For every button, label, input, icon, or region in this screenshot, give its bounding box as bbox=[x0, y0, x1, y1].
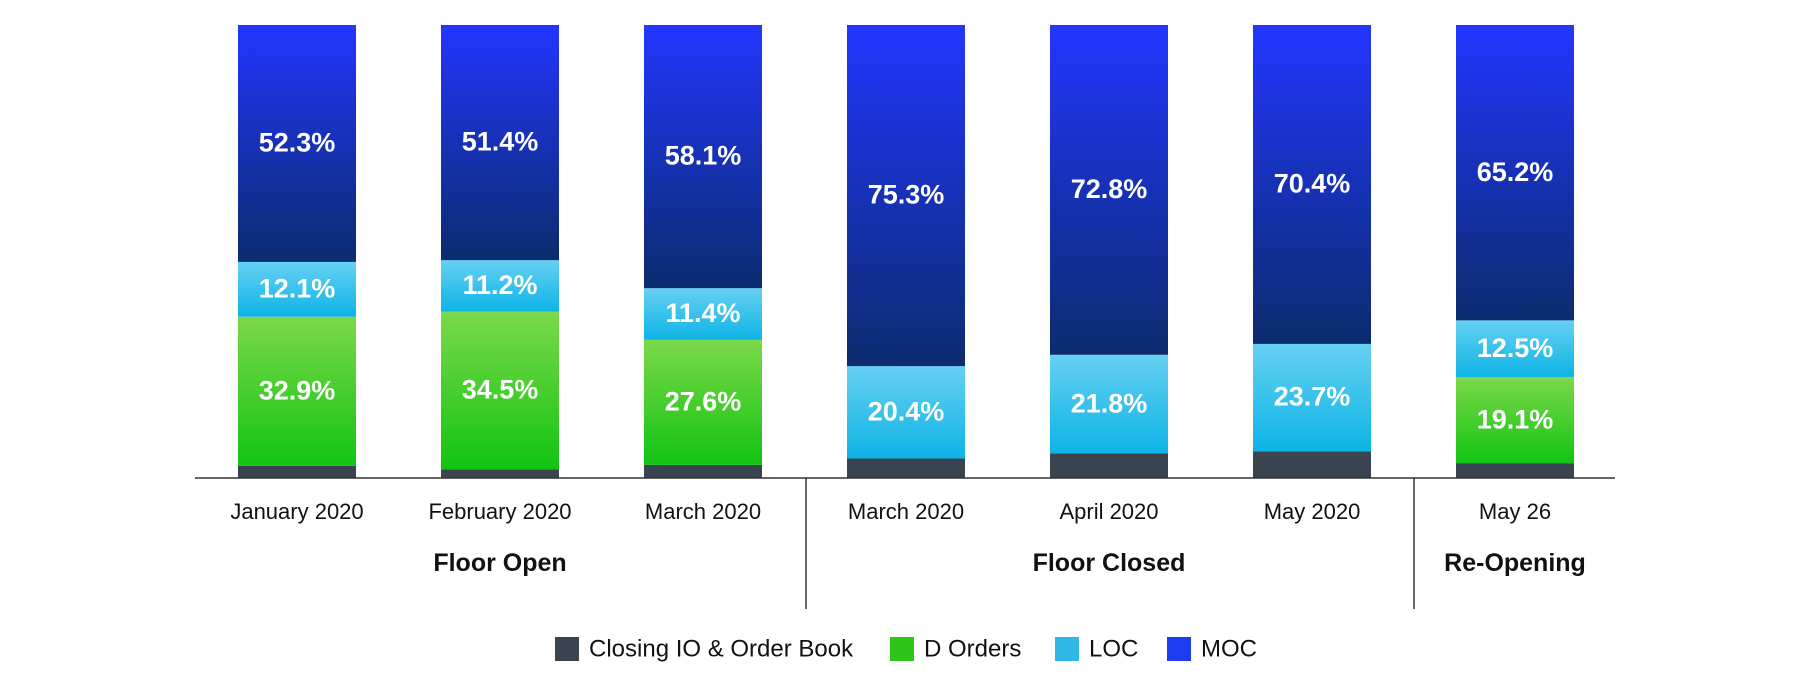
legend-label-loc: LOC bbox=[1089, 635, 1138, 662]
bar-segment-closing-io-order-book-6 bbox=[1253, 451, 1371, 478]
legend-swatch-closing-io-order-book bbox=[555, 637, 579, 661]
bar-segment-loc-3 bbox=[644, 288, 762, 340]
bar-segment-closing-io-order-book-3 bbox=[644, 464, 762, 478]
data-label-loc-2: 11.2% bbox=[462, 270, 537, 300]
data-label-d-orders-1: 32.9% bbox=[259, 375, 336, 405]
category-label-7: May 26 bbox=[1479, 499, 1551, 524]
data-label-moc-4: 75.3% bbox=[868, 180, 945, 210]
axis-layer: January 2020 February 2020 March 2020 March… bbox=[195, 477, 1615, 609]
data-label-d-orders-3: 27.6% bbox=[665, 386, 742, 416]
bar-segment-d-orders-7 bbox=[1456, 376, 1574, 464]
data-label-loc-5: 21.8% bbox=[1071, 388, 1148, 418]
legend: Closing IO & Order Book D Orders LOC MOC bbox=[555, 635, 1257, 662]
bar-segment-moc-3 bbox=[644, 25, 762, 289]
bar-segment-d-orders-3 bbox=[644, 339, 762, 465]
group-label-floor-open: Floor Open bbox=[433, 549, 566, 577]
legend-label-moc: MOC bbox=[1201, 635, 1257, 662]
bar-segment-moc-5 bbox=[1050, 25, 1168, 355]
bar-segment-d-orders-1 bbox=[238, 316, 356, 466]
data-label-moc-3: 58.1% bbox=[665, 141, 742, 171]
bar-segment-moc-6 bbox=[1253, 25, 1371, 344]
category-label-4: March 2020 bbox=[848, 499, 964, 524]
bar-segment-loc-5 bbox=[1050, 354, 1168, 454]
data-label-moc-6: 70.4% bbox=[1274, 169, 1351, 199]
data-label-moc-5: 72.8% bbox=[1071, 174, 1148, 204]
legend-swatch-moc bbox=[1167, 637, 1191, 661]
bar-segment-loc-4 bbox=[847, 366, 965, 459]
bar-segment-loc-1 bbox=[238, 261, 356, 317]
bar-segment-closing-io-order-book-4 bbox=[847, 458, 965, 478]
data-label-loc-4: 20.4% bbox=[868, 396, 945, 426]
bar-segment-closing-io-order-book-5 bbox=[1050, 453, 1168, 478]
bars-layer bbox=[238, 25, 1574, 478]
group-label-floor-closed: Floor Closed bbox=[1033, 549, 1186, 577]
bar-segment-closing-io-order-book-1 bbox=[238, 465, 356, 478]
legend-label-d-orders: D Orders bbox=[924, 635, 1021, 662]
bar-segment-loc-6 bbox=[1253, 343, 1371, 452]
group-label-re-opening: Re-Opening bbox=[1444, 549, 1586, 577]
data-label-moc-1: 52.3% bbox=[259, 128, 336, 158]
data-label-moc-7: 65.2% bbox=[1477, 157, 1554, 187]
bar-segment-d-orders-2 bbox=[441, 311, 559, 470]
data-label-d-orders-2: 34.5% bbox=[462, 374, 539, 404]
data-labels-layer: 32.9% 12.1% 52.3% 34.5% 11.2% 51.4% 27.6% 11.4%… bbox=[259, 127, 1554, 435]
bar-segment-closing-io-order-book-7 bbox=[1456, 463, 1574, 478]
data-label-loc-3: 11.4% bbox=[665, 298, 740, 328]
data-label-d-orders-7: 19.1% bbox=[1477, 404, 1554, 434]
data-label-loc-1: 12.1% bbox=[259, 273, 336, 303]
bar-segment-loc-2 bbox=[441, 260, 559, 312]
bar-segment-loc-7 bbox=[1456, 320, 1574, 377]
bar-segment-moc-7 bbox=[1456, 25, 1574, 321]
legend-swatch-d-orders bbox=[890, 637, 914, 661]
category-label-6: May 2020 bbox=[1264, 499, 1361, 524]
category-label-5: April 2020 bbox=[1059, 499, 1158, 524]
category-label-2: February 2020 bbox=[428, 499, 571, 524]
category-label-3: March 2020 bbox=[645, 499, 761, 524]
category-label-1: January 2020 bbox=[230, 499, 363, 524]
bar-segment-moc-1 bbox=[238, 25, 356, 262]
data-label-loc-7: 12.5% bbox=[1477, 333, 1554, 363]
bar-segment-moc-2 bbox=[441, 25, 559, 261]
legend-swatch-loc bbox=[1055, 637, 1079, 661]
bar-segment-closing-io-order-book-2 bbox=[441, 469, 559, 478]
legend-label-closing-io-order-book: Closing IO & Order Book bbox=[589, 635, 854, 662]
bar-segment-moc-4 bbox=[847, 25, 965, 367]
data-label-loc-6: 23.7% bbox=[1274, 382, 1351, 412]
data-label-moc-2: 51.4% bbox=[462, 127, 539, 157]
